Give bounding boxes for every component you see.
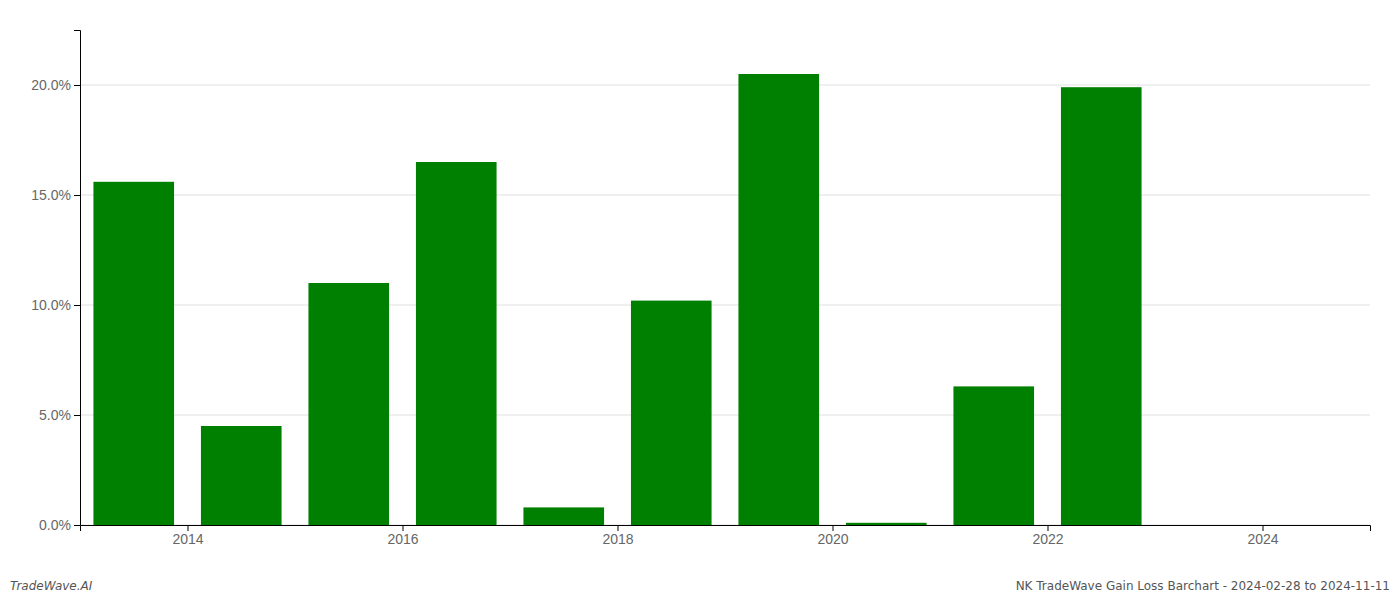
x-tick-label: 2024 bbox=[1247, 531, 1278, 547]
bar bbox=[631, 301, 712, 525]
y-tick-label: 10.0% bbox=[31, 297, 71, 313]
x-tick: 2020 bbox=[817, 525, 848, 547]
y-axis: 0.0% 5.0% 10.0% 15.0% 20.0% bbox=[31, 31, 80, 533]
x-tick: 2022 bbox=[1032, 525, 1063, 547]
y-tick: 20.0% bbox=[31, 77, 80, 93]
y-tick-mark bbox=[74, 195, 80, 196]
y-tick-label: 15.0% bbox=[31, 187, 71, 203]
y-tick: 10.0% bbox=[31, 297, 80, 313]
x-tick: 2014 bbox=[172, 525, 203, 547]
y-axis-line bbox=[74, 31, 81, 526]
bar bbox=[308, 283, 389, 525]
chart-container: 2014 2016 2018 2020 2022 2024 0.0% 5.0% 10.0% 15.… bbox=[0, 0, 1400, 600]
y-tick-label: 5.0% bbox=[39, 407, 71, 423]
x-tick-label: 2014 bbox=[172, 531, 203, 547]
y-tick-mark bbox=[74, 85, 80, 86]
y-tick-mark bbox=[74, 415, 80, 416]
bar bbox=[846, 523, 927, 525]
annotation: TradeWave.AI bbox=[10, 579, 93, 593]
bar bbox=[416, 162, 497, 525]
x-tick: 2018 bbox=[602, 525, 633, 547]
x-tick-label: 2020 bbox=[817, 531, 848, 547]
x-axis: 2014 2016 2018 2020 2022 2024 bbox=[81, 525, 1371, 547]
plot-area: 2014 2016 2018 2020 2022 2024 0.0% 5.0% 10.0% 15.… bbox=[31, 31, 1370, 547]
chart-svg: 2014 2016 2018 2020 2022 2024 0.0% 5.0% 10.0% 15.… bbox=[0, 0, 1400, 600]
bars bbox=[93, 74, 1141, 525]
x-tick-label: 2022 bbox=[1032, 531, 1063, 547]
bar bbox=[953, 386, 1034, 525]
y-tick-mark bbox=[74, 525, 80, 526]
bar bbox=[1061, 87, 1142, 525]
y-tick-label: 20.0% bbox=[31, 77, 71, 93]
grid-line bbox=[80, 85, 1370, 86]
grid-line bbox=[80, 195, 1370, 196]
grid-line bbox=[80, 305, 1370, 306]
x-tick: 2016 bbox=[387, 525, 418, 547]
y-tick-mark bbox=[74, 305, 80, 306]
y-tick: 15.0% bbox=[31, 187, 80, 203]
bar bbox=[738, 74, 819, 525]
y-tick: 5.0% bbox=[39, 407, 80, 423]
bar bbox=[523, 507, 604, 525]
annotation: NK TradeWave Gain Loss Barchart - 2024-0… bbox=[1016, 579, 1390, 593]
bar bbox=[201, 426, 282, 525]
x-tick-label: 2018 bbox=[602, 531, 633, 547]
x-tick: 2024 bbox=[1247, 525, 1278, 547]
y-tick-label: 0.0% bbox=[39, 517, 71, 533]
x-axis-line bbox=[81, 526, 1371, 532]
x-tick-label: 2016 bbox=[387, 531, 418, 547]
grid-line bbox=[80, 415, 1370, 416]
y-tick: 0.0% bbox=[39, 517, 80, 533]
grid bbox=[80, 85, 1370, 525]
bar bbox=[93, 182, 174, 525]
